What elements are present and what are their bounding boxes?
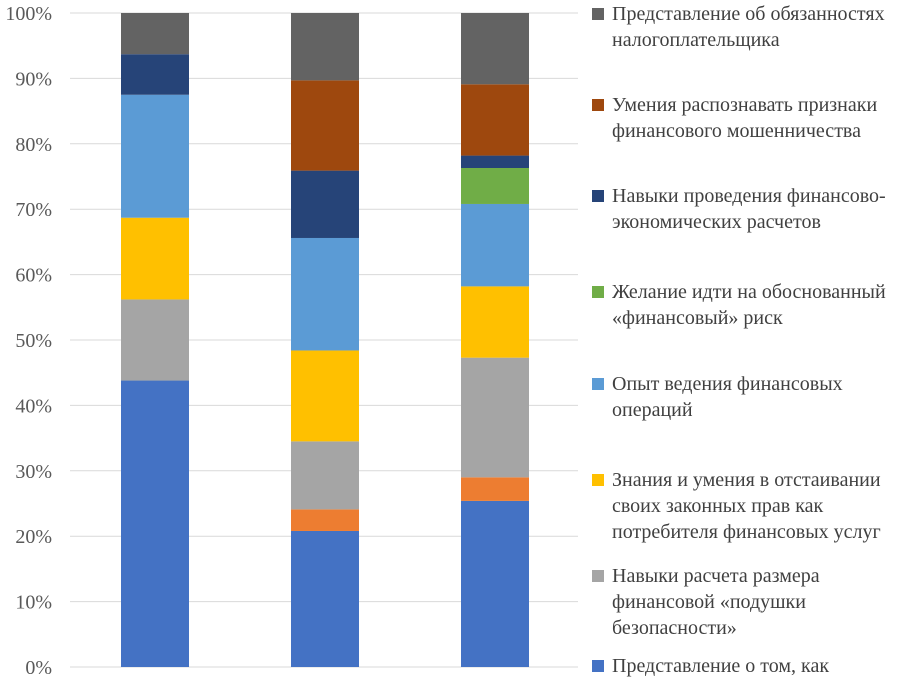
bar-segment [121,13,189,55]
legend-label: «финансовый» риск [612,307,783,329]
bar-segment [461,477,529,501]
bar-segment [461,155,529,168]
bar-segment [461,203,529,287]
legend-label: Умения распознавать признаки [612,94,877,116]
bar-segment [291,237,359,351]
y-tick-label: 60% [15,265,52,287]
legend-label: операций [612,399,693,421]
legend-label: своих законных прав как [612,495,824,517]
bar-segment [121,217,189,300]
bar-segment [461,286,529,358]
bar-stack-2 [291,13,359,667]
bar-segment [461,167,529,204]
y-tick-label: 90% [15,68,52,90]
legend-label: налогоплательщика [612,29,780,51]
legend-marker [592,99,604,111]
legend-label: потребителя финансовых услуг [612,521,881,543]
bar-segment [461,84,529,156]
legend-label: Навыки расчета размера [612,565,820,587]
y-tick-label: 40% [15,395,52,417]
y-tick-label: 80% [15,134,52,156]
y-tick-label: 100% [5,3,52,25]
bars [121,13,529,667]
legend-entry: Навыки проведения финансово-экономически… [592,185,886,233]
legend-entry: Знания и умения в отстаивании своих закон… [592,469,881,543]
legend-label: Представление о том, как [612,655,829,677]
y-tick-label: 30% [15,461,52,483]
legend-entry: Опыт ведения финансовых операций [592,373,843,421]
legend-label: финансового мошенничества [612,120,861,142]
legend-marker [592,190,604,202]
bar-stack-1 [121,13,189,667]
y-tick-label: 0% [25,657,52,679]
legend-label: Знания и умения в отстаивании [612,469,881,491]
bar-segment [461,13,529,85]
bar-segment [291,80,359,171]
legend-label: Опыт ведения финансовых [612,373,843,395]
bar-segment [121,94,189,218]
legend-marker [592,474,604,486]
bar-segment [121,380,189,667]
legend-entry: Представление об обязанностях налогоплате… [592,3,885,51]
legend-marker [592,660,604,672]
bar-segment [121,54,189,95]
bar-segment [291,13,359,81]
legend: Представление об обязанностях налогоплате… [592,3,886,677]
y-tick-label: 10% [15,592,52,614]
legend-label: Представление об обязанностях [612,3,885,25]
legend-entry: Представление о том, как [592,655,829,677]
y-tick-label: 20% [15,526,52,548]
legend-entry: Желание идти на обоснованный «финансовый»… [592,281,886,329]
legend-entry: Навыки расчета размера финансовой «подушк… [592,565,820,639]
y-axis-ticks: 0% 10% 20% 30% 40% 50% 60% 70% 80% 90% 100% [5,3,52,679]
legend-label: экономических расчетов [612,211,821,233]
bar-segment [461,500,529,667]
legend-entry: Умения распознавать признаки финансового … [592,94,877,142]
bar-segment [291,530,359,667]
bar-segment [291,509,359,531]
legend-marker [592,570,604,582]
legend-label: финансовой «подушки [612,591,806,613]
bar-segment [291,170,359,238]
bar-segment [291,441,359,510]
y-tick-label: 50% [15,330,52,352]
bar-segment [121,299,189,381]
legend-marker [592,378,604,390]
legend-label: Навыки проведения финансово- [612,185,886,207]
legend-label: безопасности» [612,617,737,639]
legend-label: Желание идти на обоснованный [612,281,886,303]
bar-segment [291,350,359,442]
legend-marker [592,286,604,298]
bar-stack-3 [461,13,529,667]
bar-segment [461,357,529,478]
legend-marker [592,8,604,20]
y-tick-label: 70% [15,199,52,221]
